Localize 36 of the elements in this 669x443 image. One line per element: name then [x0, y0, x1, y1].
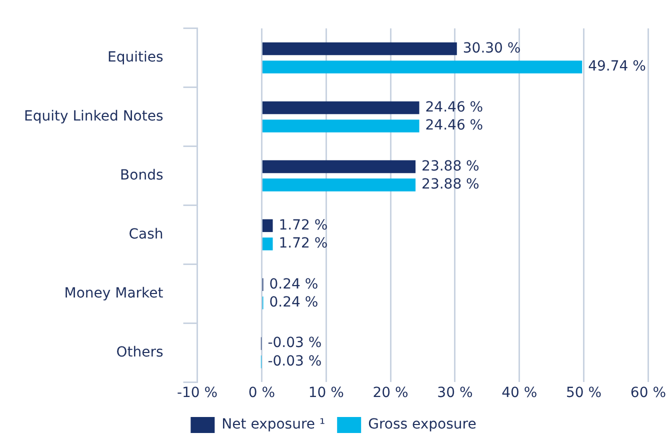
y-tick-label: Equity Linked Notes: [24, 108, 164, 124]
y-tick-label: Others: [116, 344, 164, 360]
data-label: 23.88 %: [422, 158, 480, 174]
bar: [262, 101, 420, 114]
bar: [262, 238, 273, 250]
data-label: 30.30 %: [462, 40, 521, 56]
x-tick-label: 60 %: [630, 385, 666, 402]
bar: [262, 178, 416, 192]
x-tick-label: 20 %: [372, 385, 408, 402]
x-tick-label: 10 %: [308, 385, 344, 402]
bar: [262, 120, 420, 132]
bar: [262, 160, 416, 174]
data-label: 23.88 %: [422, 176, 480, 193]
x-tick-label: 30 %: [437, 385, 473, 402]
data-label: 1.72 %: [278, 236, 328, 252]
x-tick-label: 50 %: [566, 385, 602, 402]
legend-label: Gross exposure: [368, 416, 476, 433]
y-tick-label: Bonds: [120, 167, 164, 184]
x-tick-label: 0 %: [248, 385, 276, 402]
bar: [262, 42, 457, 56]
legend-label: Net exposure ¹: [222, 416, 326, 433]
data-label: -0.03 %: [268, 335, 322, 352]
y-tick-label: Equities: [107, 50, 164, 66]
data-label: -0.03 %: [268, 353, 322, 370]
data-label: 49.74 %: [588, 58, 646, 75]
data-label: 24.46 %: [425, 99, 484, 116]
y-tick-label: Cash: [128, 226, 164, 242]
y-tick-label: Money Market: [64, 285, 164, 302]
data-label: 1.72 %: [278, 217, 328, 234]
data-label: 0.24 %: [269, 276, 318, 292]
bar: [262, 60, 582, 74]
x-tick-label: 40 %: [502, 385, 538, 402]
bar: [262, 219, 273, 232]
data-label: 0.24 %: [269, 294, 318, 311]
x-tick-label: -10 %: [176, 385, 218, 402]
data-label: 24.46 %: [425, 118, 484, 134]
